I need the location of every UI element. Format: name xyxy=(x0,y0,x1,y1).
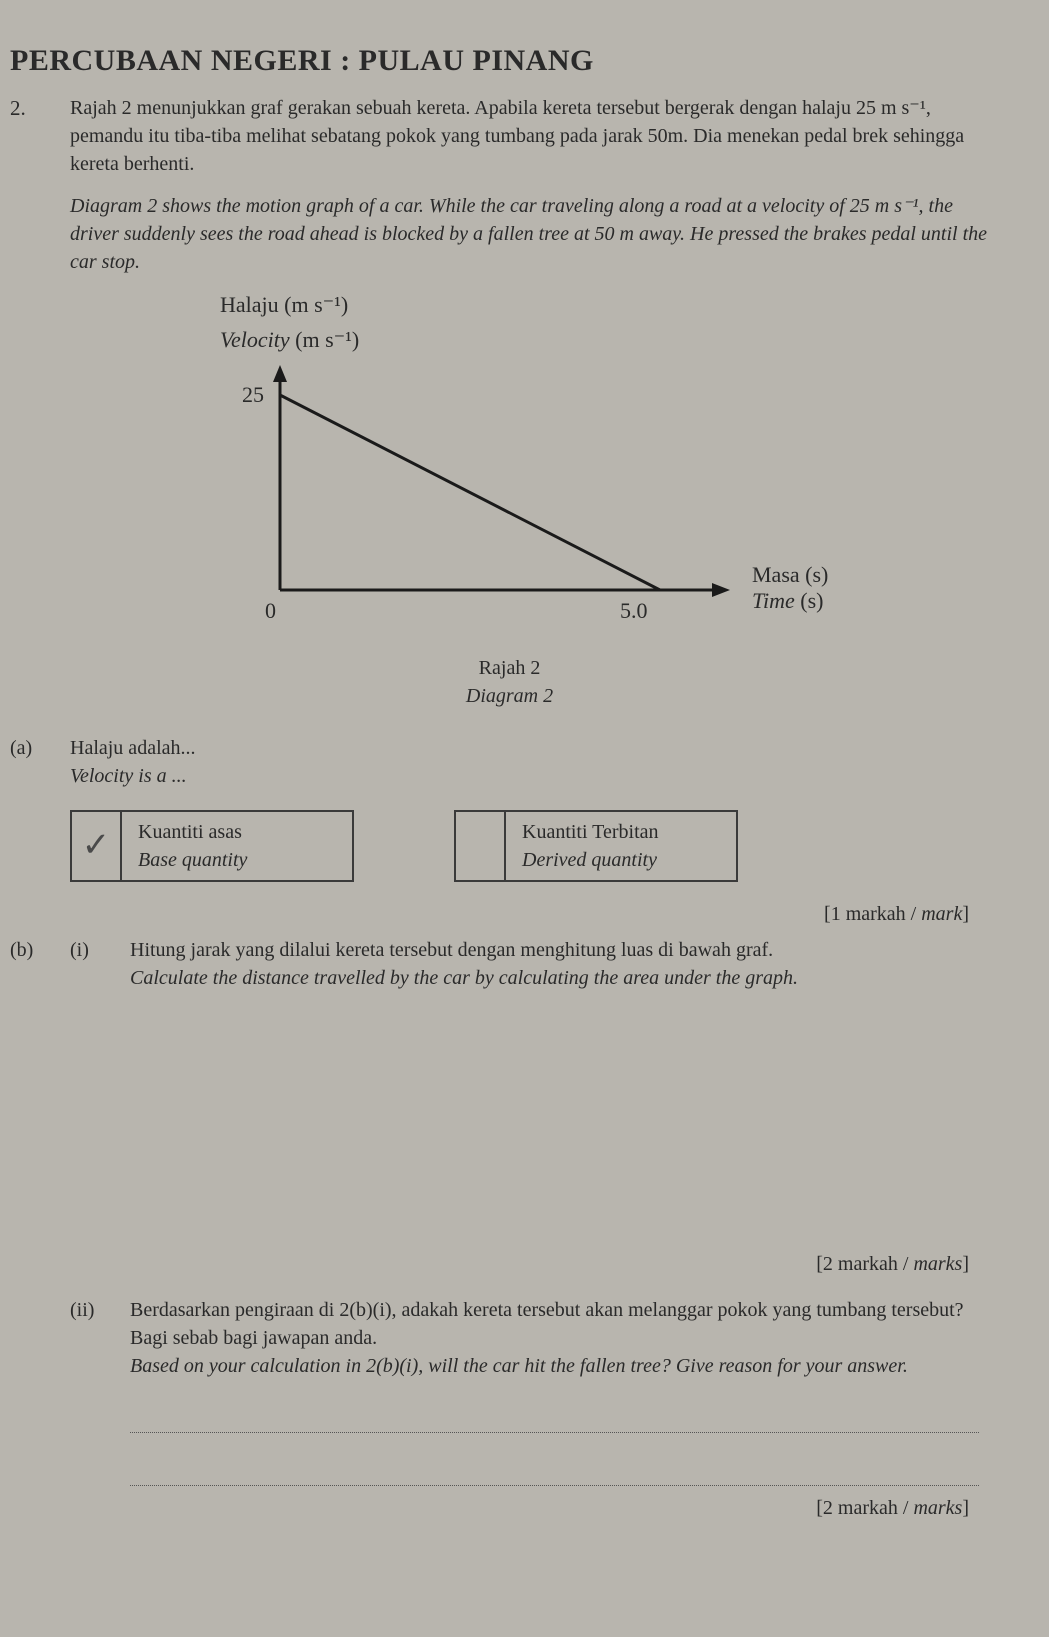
part-a-prompt-malay: Halaju adalah... xyxy=(70,734,999,762)
tick-empty xyxy=(456,812,506,880)
page-title: PERCUBAAN NEGERI : PULAU PINANG xyxy=(10,40,999,82)
part-b-ii-prompt-english: Based on your calculation in 2(b)(i), wi… xyxy=(130,1352,999,1380)
y-axis-label-english: Velocity (m s⁻¹) xyxy=(220,325,999,356)
part-a-marks: [1 markah / mark] xyxy=(70,900,969,928)
answer-space-bi xyxy=(130,992,999,1232)
option1-english: Base quantity xyxy=(138,846,336,874)
y-axis-label-malay: Halaju (m s⁻¹) xyxy=(220,290,999,321)
part-b-label: (b) xyxy=(10,936,50,1278)
tick-mark: ✓ xyxy=(72,812,122,880)
choice-derived-quantity[interactable]: Kuantiti Terbitan Derived quantity xyxy=(454,810,738,882)
choice-base-quantity[interactable]: ✓ Kuantiti asas Base quantity xyxy=(70,810,354,882)
part-b-ii-label: (ii) xyxy=(70,1296,110,1522)
question-text-english: Diagram 2 shows the motion graph of a ca… xyxy=(70,192,999,276)
y-tick-25: 25 xyxy=(242,382,264,407)
part-b-i-marks: [2 markah / marks] xyxy=(130,1250,969,1278)
x-axis-label-ms: Masa (s) xyxy=(752,562,828,587)
answer-line-2 xyxy=(130,1485,979,1486)
part-b-i-prompt-english: Calculate the distance travelled by the … xyxy=(130,964,999,992)
part-b-i-prompt-malay: Hitung jarak yang dilalui kereta tersebu… xyxy=(130,936,999,964)
x-tick-0: 0 xyxy=(265,598,276,623)
option2-malay: Kuantiti Terbitan xyxy=(522,818,720,846)
chart-caption-english: Diagram 2 xyxy=(20,682,999,710)
question-text-malay: Rajah 2 menunjukkan graf gerakan sebuah … xyxy=(70,94,999,178)
option2-english: Derived quantity xyxy=(522,846,720,874)
velocity-time-chart: Halaju (m s⁻¹) Velocity (m s⁻¹) 25 0 5.0 xyxy=(220,290,999,710)
part-b-i-label: (i) xyxy=(70,936,110,1278)
x-tick-5: 5.0 xyxy=(620,598,648,623)
question-number: 2. xyxy=(10,94,40,720)
part-a-prompt-english: Velocity is a ... xyxy=(70,762,999,790)
answer-line-1 xyxy=(130,1432,979,1433)
part-b-ii-marks: [2 markah / marks] xyxy=(130,1494,969,1522)
part-b-label-spacer xyxy=(10,1296,50,1522)
part-a-label: (a) xyxy=(10,734,50,928)
part-b-ii-prompt-malay: Berdasarkan pengiraan di 2(b)(i), adakah… xyxy=(130,1296,999,1352)
chart-svg: 25 0 5.0 Masa (s) Time (s) xyxy=(220,360,940,640)
x-axis-label-en: Time (s) xyxy=(752,588,824,613)
option1-malay: Kuantiti asas xyxy=(138,818,336,846)
chart-caption-malay: Rajah 2 xyxy=(20,654,999,682)
